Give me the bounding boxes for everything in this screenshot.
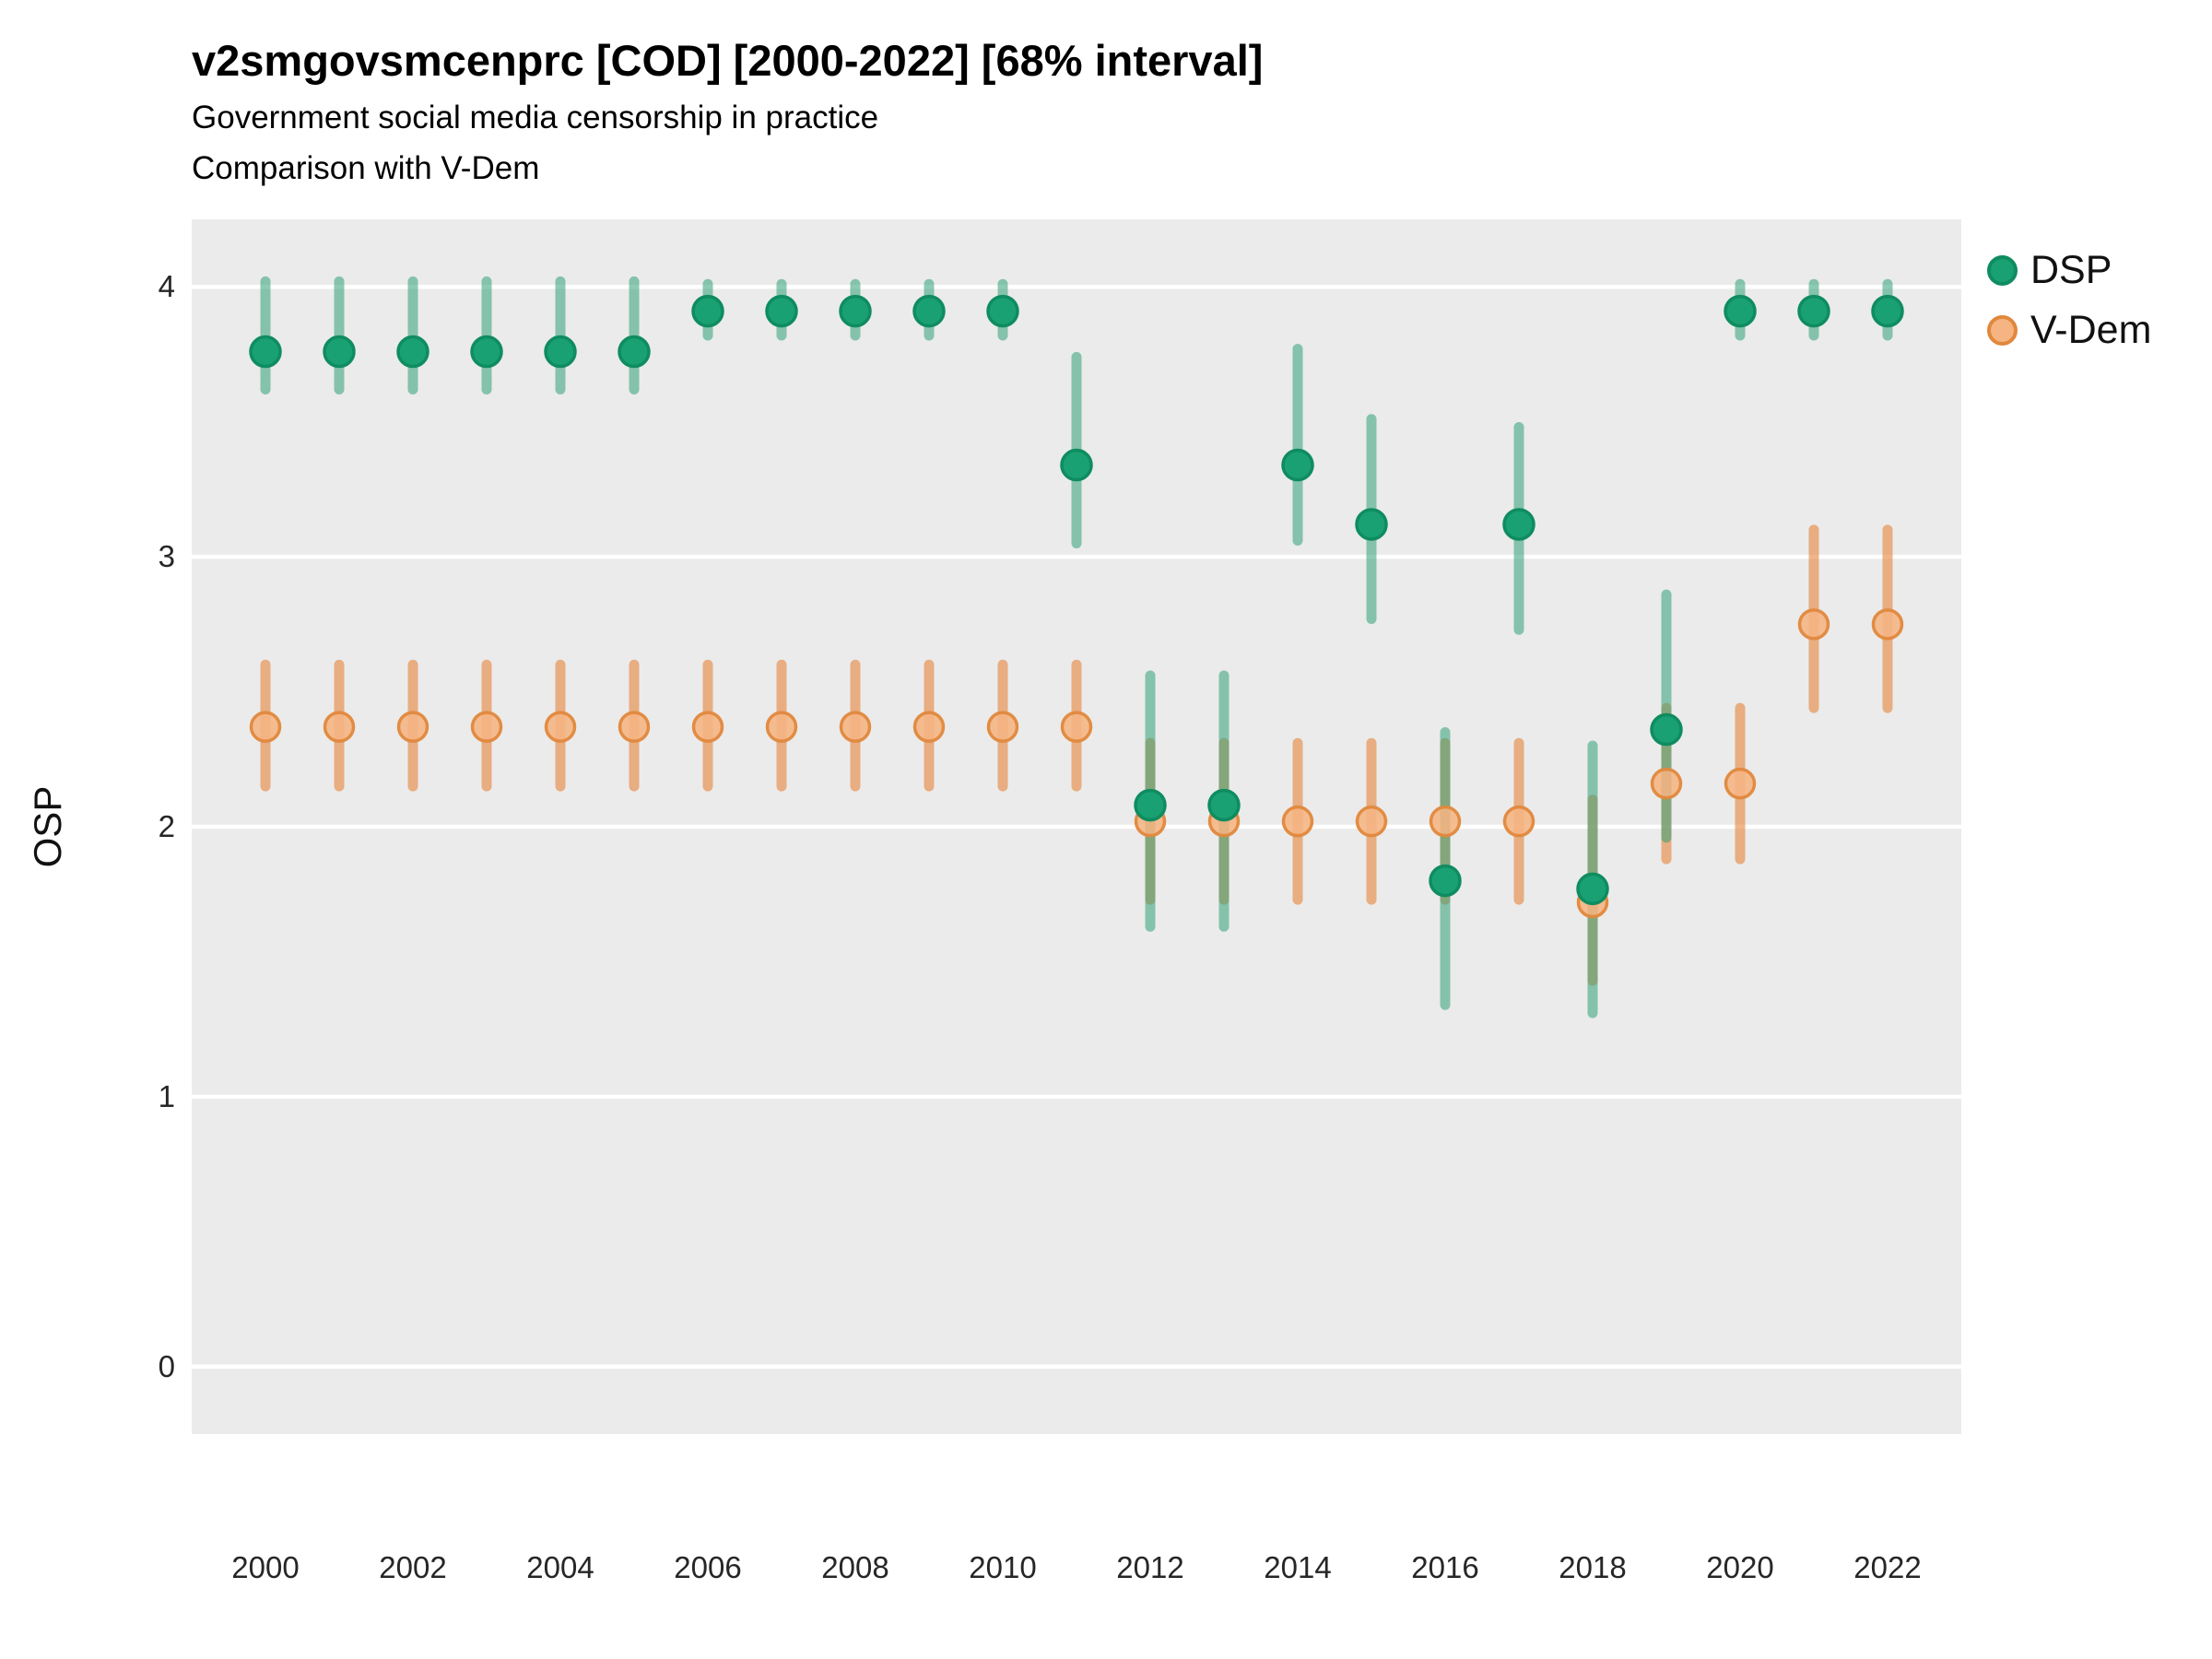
- vdem-point-2006: [691, 711, 724, 743]
- chart-subtitle-comparison: Comparison with V-Dem: [192, 150, 540, 186]
- vdem-point-2020: [1724, 767, 1757, 800]
- vdem-point-2008: [839, 711, 872, 743]
- dsp-point-2001: [323, 335, 356, 369]
- x-tick-label-2006: 2006: [674, 1550, 741, 1584]
- x-tick-label-2000: 2000: [231, 1550, 299, 1584]
- x-tick-label-2014: 2014: [1264, 1550, 1331, 1584]
- x-tick-label-2010: 2010: [969, 1550, 1036, 1584]
- x-tick-label-2008: 2008: [821, 1550, 888, 1584]
- dsp-point-2014: [1281, 448, 1314, 482]
- x-tick-label-2018: 2018: [1559, 1550, 1626, 1584]
- y-tick-label-2: 2: [159, 809, 175, 843]
- vdem-point-2003: [470, 711, 503, 743]
- dsp-point-2008: [839, 294, 872, 328]
- dsp-point-2002: [396, 335, 429, 369]
- x-tick-label-2016: 2016: [1411, 1550, 1478, 1584]
- chart-subtitle: Government social media censorship in pr…: [192, 100, 879, 135]
- dsp-point-2011: [1060, 448, 1093, 482]
- dsp-legend-label: DSP: [2030, 248, 2112, 292]
- dsp-point-2000: [249, 335, 282, 369]
- vdem-point-2007: [765, 711, 798, 743]
- vdem-point-2004: [544, 711, 577, 743]
- dsp-point-2022: [1871, 294, 1904, 328]
- chart-title: v2smgovsmcenprc [COD] [2000-2022] [68% i…: [192, 36, 1264, 85]
- vdem-point-2014: [1281, 805, 1314, 838]
- dsp-point-2012: [1134, 788, 1167, 822]
- dsp-point-2020: [1724, 294, 1757, 328]
- vdem-point-2017: [1502, 805, 1535, 838]
- dsp-point-2015: [1355, 508, 1388, 541]
- y-tick-label-0: 0: [159, 1349, 175, 1383]
- vdem-point-2005: [618, 711, 651, 743]
- y-tick-label-3: 3: [159, 539, 175, 573]
- vdem-point-2011: [1060, 711, 1093, 743]
- vdem-legend-marker-icon: [1987, 315, 2018, 346]
- dsp-point-2021: [1797, 294, 1830, 328]
- dsp-point-2019: [1650, 712, 1683, 747]
- vdem-point-2001: [323, 711, 356, 743]
- vdem-point-2009: [912, 711, 946, 743]
- dsp-point-2007: [765, 294, 798, 328]
- dsp-point-2009: [912, 294, 946, 328]
- dsp-point-2003: [470, 335, 503, 369]
- dsp-point-2005: [618, 335, 651, 369]
- vdem-point-2010: [986, 711, 1019, 743]
- dsp-point-2010: [986, 294, 1019, 328]
- vdem-point-2021: [1797, 608, 1830, 641]
- dsp-legend-marker-icon: [1987, 255, 2018, 286]
- vdem-point-2016: [1429, 805, 1462, 838]
- vdem-point-2015: [1355, 805, 1388, 838]
- vdem-point-2022: [1871, 608, 1904, 641]
- x-tick-label-2020: 2020: [1706, 1550, 1773, 1584]
- vdem-point-2000: [249, 711, 282, 743]
- x-tick-label-2002: 2002: [379, 1550, 446, 1584]
- dsp-point-2013: [1207, 788, 1241, 822]
- x-tick-label-2012: 2012: [1116, 1550, 1183, 1584]
- legend-item-vdem: V-Dem: [1987, 311, 2151, 350]
- vdem-point-2002: [396, 711, 429, 743]
- vdem-legend-label: V-Dem: [2030, 308, 2152, 352]
- dsp-point-2016: [1429, 864, 1462, 898]
- y-tick-label-1: 1: [159, 1079, 175, 1113]
- dsp-point-2004: [544, 335, 577, 369]
- dsp-point-2006: [691, 294, 724, 328]
- dsp-point-2018: [1576, 872, 1609, 906]
- dsp-point-2017: [1502, 508, 1535, 541]
- legend-item-dsp: DSP: [1987, 251, 2151, 290]
- vdem-point-2019: [1650, 767, 1683, 800]
- legend: DSP V-Dem: [1987, 251, 2151, 371]
- x-tick-label-2022: 2022: [1853, 1550, 1921, 1584]
- y-tick-label-4: 4: [159, 269, 175, 303]
- x-tick-label-2004: 2004: [526, 1550, 594, 1584]
